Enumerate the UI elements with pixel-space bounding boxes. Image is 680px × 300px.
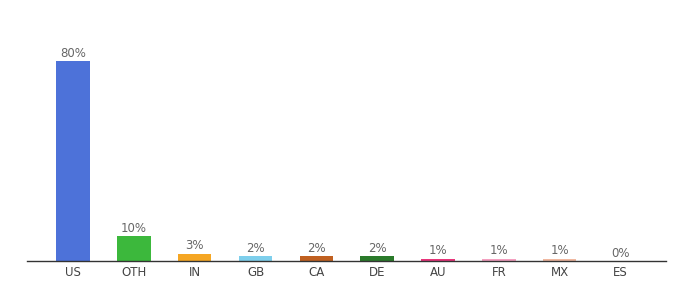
Text: 1%: 1% [550,244,569,257]
Text: 10%: 10% [121,222,147,235]
Text: 1%: 1% [490,244,508,257]
Text: 2%: 2% [246,242,265,255]
Text: 0%: 0% [611,247,630,260]
Bar [360,256,394,261]
Text: 2%: 2% [307,242,326,255]
Bar [482,259,515,261]
Bar [239,256,272,261]
Bar [178,254,211,261]
Bar [56,61,90,261]
Text: 3%: 3% [186,239,204,252]
Text: 1%: 1% [429,244,447,257]
Text: 2%: 2% [368,242,386,255]
Bar [117,236,150,261]
Bar [543,259,577,261]
Bar [422,259,455,261]
Text: 80%: 80% [60,47,86,60]
Bar [300,256,333,261]
